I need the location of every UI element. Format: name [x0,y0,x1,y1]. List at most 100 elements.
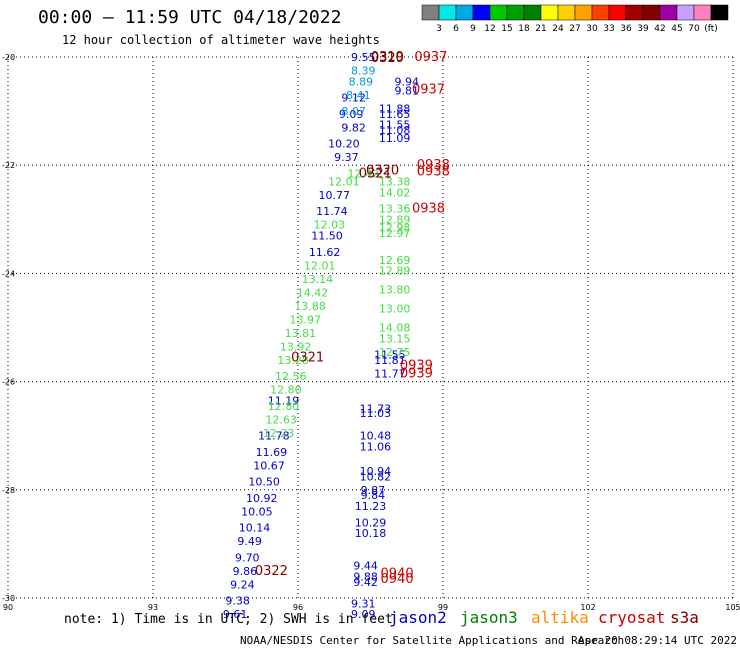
x-tick-label: 105 [725,603,740,612]
colorbar-label: 70 [688,24,700,34]
y-tick-label: -28 [2,486,15,495]
jason3-data-label: 12.56 [275,370,307,383]
jason3-data-label: 12.89 [379,213,411,226]
jason3-data-label: 14.08 [379,322,411,335]
jason2-data-label: 9.12 [341,92,366,105]
jason2-data-label: 11.03 [360,407,392,420]
s3a-data-label: 0321 [291,350,324,365]
y-tick-label: -26 [2,378,15,387]
colorbar-label: 12 [484,24,495,34]
jason2-data-label: 9.61 [223,608,248,621]
s3a-data-label: 0321 [359,166,392,181]
jason2-data-label: 10.92 [246,492,278,505]
jason3-data-label: 13.97 [290,313,322,326]
jason2-data-label: 9.87 [361,484,386,497]
jason3-data-label: 13.38 [379,175,411,188]
colorbar-label: 24 [552,24,564,34]
jason2-data-label: 9.49 [237,535,262,548]
jason3-data-label: 13.81 [285,327,317,340]
mission-legend-altika: altika [531,608,589,627]
jason3-data-label: 12.01 [328,175,360,188]
jason3-data-label: 13.36 [379,202,411,215]
jason2_light-data-label: 8.07 [341,105,366,118]
jason2-data-label: 9.81 [395,85,420,98]
jason3-data-label: 12.42 [348,167,380,180]
cryosat-data-label: 0938 [412,201,445,216]
jason2-data-label: 11.09 [379,132,411,145]
jason2-data-label: 9.88 [353,570,378,583]
colorbar-label: 33 [603,24,614,34]
jason2-data-label: 9.38 [225,595,250,608]
chart-subtitle: 12 hour collection of altimeter wave hei… [62,33,380,47]
colorbar-label: 15 [501,24,512,34]
jason2-data-label: 9.70 [235,551,260,564]
cryosat-data-label: 0939 [400,358,433,373]
chart-title: 00:00 – 11:59 UTC 04/18/2022 [38,7,342,28]
jason2_light-data-label: 8.41 [346,89,371,102]
jason2-data-label: 9.44 [353,560,378,573]
jason3-data-label: 12.69 [379,254,411,267]
jason2-data-label: 9.42 [353,576,378,589]
jason3-data-label: 12.23 [263,427,295,440]
y-tick-label: -24 [2,269,15,278]
jason3-data-label: 12.97 [379,227,411,240]
s3a-data-label: 0319 [371,50,404,65]
jason2-data-label: 11.55 [379,119,411,132]
jason2-data-label: 11.69 [256,446,288,459]
jason3-data-label: 13.92 [280,340,312,353]
jason2-data-label: 9.09 [351,608,376,621]
colorbar-label: 27 [569,24,580,34]
jason2-data-label: 11.08 [379,124,411,137]
jason3-data-label: 14.02 [379,186,411,199]
footer-credit: NOAA/NESDIS Center for Satellite Applica… [240,634,625,647]
s3a-data-label: 0322 [255,564,288,579]
footer-timestamp: Apr 20 08:29:14 UTC 2022 [578,634,737,647]
mission-legend-jason2: jason2 [389,608,447,627]
colorbar-label: (ft) [704,24,718,34]
colorbar-label: 9 [470,24,476,34]
jason2-data-label: 9.31 [351,597,376,610]
jason2-data-label: 11.23 [355,500,387,513]
colorbar-label: 21 [535,24,546,34]
x-tick-label: 93 [148,603,158,612]
cryosat-data-label: 0937 [414,50,447,65]
jason2-data-label: 11.88 [379,102,411,115]
s3a-data-label: 0320 [366,164,399,179]
colorbar-swatch [710,4,729,21]
jason2-data-label: 10.20 [328,138,360,151]
jason3-data-label: 12.80 [270,384,302,397]
cryosat-data-label: 0939 [400,366,433,381]
cryosat-data-label: 0940 [381,572,414,587]
jason2-data-label: 11.77 [374,367,406,380]
jason2-data-label: 10.50 [248,476,280,489]
x-tick-label: 99 [438,603,448,612]
jason2-data-label: 10.14 [239,522,271,535]
jason2-data-label: 11.78 [258,430,290,443]
jason2-data-label: 10.94 [360,465,392,478]
cryosat-data-label: 0938 [417,158,450,173]
mission-legend-cryosat: cryosat [598,608,666,627]
jason2-data-label: 9.86 [233,565,258,578]
jason3-data-label: 13.80 [379,284,411,297]
colorbar-label: 30 [586,24,598,34]
jason2_light-data-label: 8.39 [351,65,376,78]
jason3-data-label: 12.63 [265,413,297,426]
jason2-data-label: 11.50 [311,230,343,243]
jason3-data-label: 14.42 [297,286,329,299]
y-tick-label: -30 [2,594,15,603]
jason2-data-label: 9.94 [395,75,420,88]
jason2-data-label: 9.55 [351,51,376,64]
jason2-data-label: 11.73 [360,403,392,416]
colorbar-label: 18 [518,24,530,34]
jason2_light-data-label: 8.89 [349,75,374,88]
jason3-data-label: 13.14 [302,273,334,286]
jason3-data-label: 12.01 [304,259,336,272]
jason3-data-label: 12.98 [379,221,411,234]
jason2-data-label: 9.84 [361,489,386,502]
jason3-data-label: 12.03 [314,219,346,232]
jason3-data-label: 12.75 [379,346,411,359]
jason3-data-label: 13.28 [277,354,309,367]
jason2-data-label: 9.09 [339,108,364,121]
